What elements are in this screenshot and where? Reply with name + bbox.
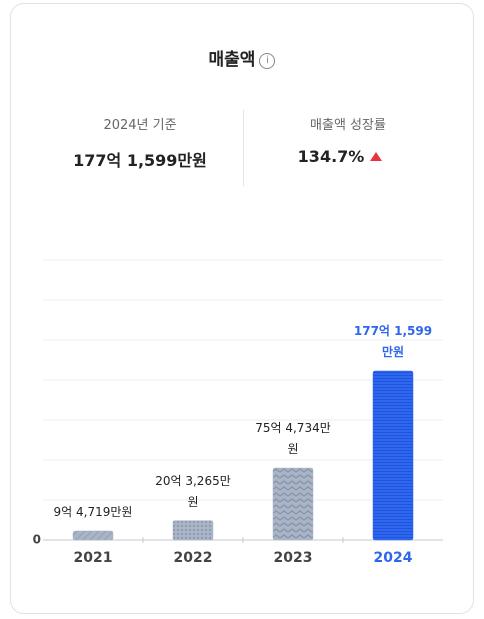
x-tick-label: 2024 (374, 550, 413, 566)
bar (372, 370, 414, 541)
stat-label: 2024년 기준 (103, 118, 177, 133)
x-tick-label: 2022 (174, 550, 213, 566)
bar (72, 530, 114, 541)
value-label: 177억 1,599만원 (353, 324, 433, 359)
stat-value: 134.7% (297, 147, 365, 166)
x-tick-label: 2023 (274, 550, 313, 566)
stat-label: 매출액 성장률 (310, 118, 386, 133)
up-icon (370, 152, 383, 161)
x-tick-label: 2021 (74, 550, 113, 566)
bar (272, 467, 314, 541)
title-row: 매출액 i (0, 45, 484, 70)
bar (172, 520, 214, 541)
value-label: 20억 3,265만원 (155, 473, 231, 509)
stat-value: 177억 1,599만원 (73, 151, 207, 170)
card (10, 3, 474, 614)
value-label: 9억 4,719만원 (53, 504, 133, 519)
y-tick-label: 0 (33, 533, 41, 547)
info-icon[interactable]: i (259, 53, 276, 69)
value-label: 75억 4,734만원 (255, 421, 331, 456)
divider (243, 110, 244, 186)
stat-value-row: 134.7% (240, 147, 440, 166)
title: 매출액 (208, 50, 256, 70)
